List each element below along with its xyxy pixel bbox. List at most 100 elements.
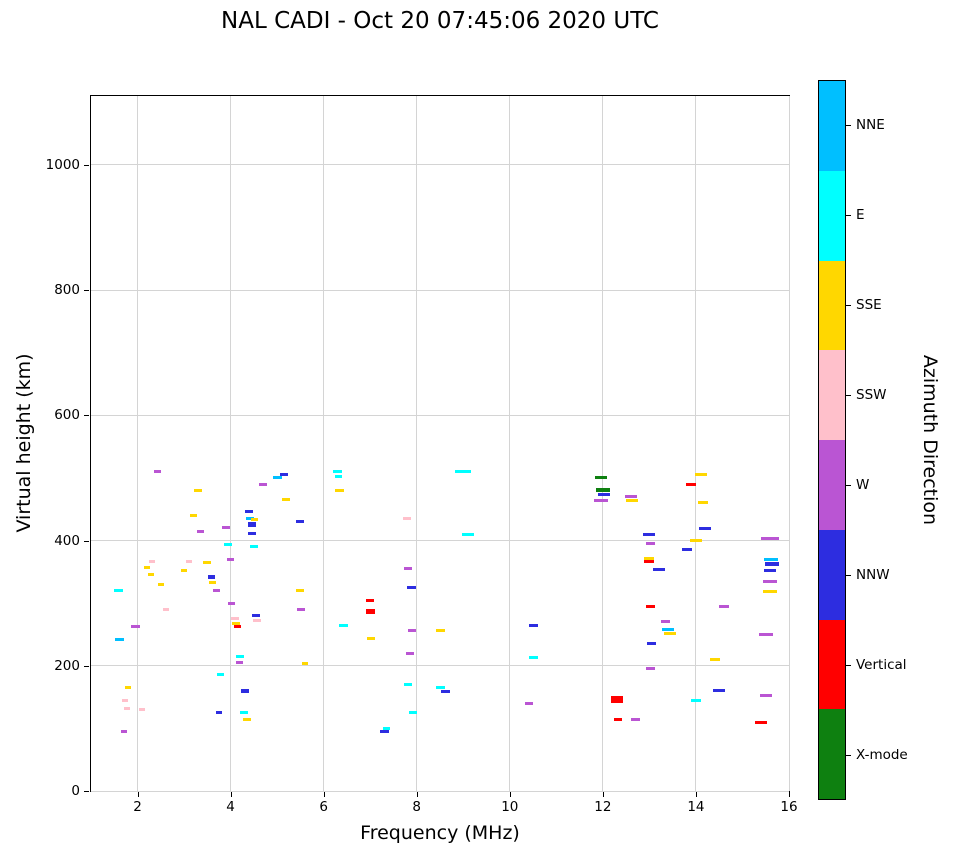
- y-tick-label: 0: [71, 783, 80, 799]
- echo-point: [662, 627, 674, 631]
- echo-point: [245, 510, 254, 514]
- y-tick-label: 800: [54, 282, 80, 299]
- y-tick-label: 200: [54, 657, 80, 674]
- gridline-horizontal: [91, 289, 789, 291]
- echo-point: [221, 525, 230, 529]
- echo-point: [645, 541, 655, 545]
- echo-point: [713, 689, 726, 693]
- echo-point: [125, 686, 132, 690]
- echo-point: [755, 720, 768, 724]
- echo-point: [249, 545, 258, 549]
- colorbar-title: Azimuth Direction: [919, 354, 941, 526]
- gridline-horizontal: [91, 164, 789, 166]
- gridline-horizontal: [91, 414, 789, 416]
- echo-point: [403, 517, 412, 521]
- colorbar-label-w: W: [856, 477, 870, 493]
- gridline-vertical: [416, 96, 418, 791]
- echo-point: [139, 708, 146, 712]
- echo-point: [207, 575, 215, 580]
- echo-point: [758, 632, 773, 636]
- colorbar-segment-e: [819, 170, 845, 261]
- echo-point: [764, 561, 779, 566]
- x-tick-label: 16: [780, 799, 798, 815]
- echo-point: [216, 673, 224, 677]
- echo-point: [644, 557, 655, 561]
- gridline-vertical: [602, 96, 604, 791]
- echo-point: [143, 565, 150, 569]
- echo-point: [242, 718, 251, 722]
- echo-point: [645, 604, 655, 608]
- x-tick-mark: [323, 792, 325, 797]
- echo-point: [196, 529, 204, 533]
- x-tick-mark: [695, 792, 697, 797]
- y-tick-label: 1000: [45, 156, 80, 173]
- colorbar-segment-nne: [819, 81, 845, 171]
- echo-point: [763, 590, 778, 594]
- gridline-vertical: [323, 96, 325, 791]
- echo-point: [228, 601, 236, 605]
- echo-point: [121, 698, 128, 702]
- y-tick-mark: [84, 290, 89, 292]
- x-axis-label: Frequency (MHz): [360, 822, 520, 844]
- echo-point: [404, 567, 413, 571]
- echo-point: [227, 557, 235, 561]
- echo-point: [661, 620, 671, 624]
- gridline-vertical: [509, 96, 511, 791]
- echo-point: [272, 476, 282, 480]
- x-tick-label: 6: [319, 799, 328, 815]
- echo-point: [209, 581, 217, 584]
- echo-point: [652, 567, 665, 571]
- echo-point: [296, 520, 305, 524]
- echo-point: [528, 624, 538, 628]
- colorbar-segment-nnw: [819, 529, 845, 620]
- plot-area: [90, 95, 790, 792]
- colorbar-segment-w: [819, 440, 845, 530]
- x-tick-label: 12: [594, 799, 612, 815]
- echo-point: [114, 589, 124, 593]
- echo-point: [235, 654, 244, 658]
- echo-point: [247, 522, 256, 528]
- colorbar-label-x-mode: X-mode: [856, 747, 908, 763]
- echo-point: [215, 711, 222, 715]
- echo-point: [379, 730, 389, 734]
- y-tick-label: 400: [54, 532, 80, 549]
- echo-point: [213, 589, 221, 593]
- echo-point: [239, 711, 248, 715]
- echo-point: [461, 532, 474, 536]
- echo-point: [157, 582, 164, 586]
- echo-point: [710, 658, 721, 661]
- x-tick-mark: [602, 792, 604, 797]
- echo-point: [246, 516, 255, 520]
- gridline-horizontal: [91, 665, 789, 667]
- echo-point: [297, 607, 306, 611]
- echo-point: [181, 569, 188, 573]
- echo-point: [435, 629, 445, 633]
- echo-point: [404, 683, 413, 687]
- echo-point: [185, 560, 192, 564]
- echo-point: [689, 539, 702, 543]
- echo-point: [189, 514, 197, 517]
- y-tick-mark: [84, 415, 89, 417]
- echo-point: [367, 636, 376, 640]
- echo-point: [149, 559, 156, 563]
- echo-point: [234, 625, 242, 629]
- echo-point: [643, 532, 656, 536]
- y-tick-mark: [84, 665, 89, 667]
- echo-point: [644, 560, 655, 564]
- echo-point: [647, 641, 657, 645]
- echo-point: [718, 604, 729, 608]
- x-tick-mark: [137, 792, 139, 797]
- colorbar-label-ssw: SSW: [856, 387, 887, 403]
- echo-point: [764, 557, 779, 561]
- colorbar-tick-mark: [846, 485, 851, 486]
- gridline-vertical: [788, 96, 790, 791]
- echo-point: [240, 688, 249, 693]
- echo-point: [231, 617, 240, 621]
- echo-point: [120, 730, 127, 734]
- echo-point: [525, 701, 534, 705]
- x-tick-mark: [416, 792, 418, 797]
- echo-point: [194, 488, 203, 492]
- echo-point: [130, 625, 140, 629]
- echo-point: [253, 618, 262, 622]
